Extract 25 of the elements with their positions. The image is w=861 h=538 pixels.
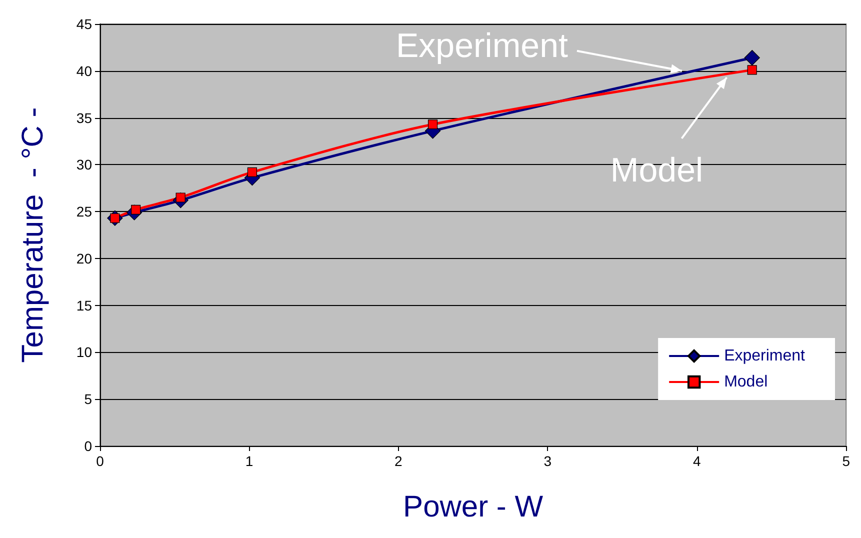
annotation: Experiment <box>396 26 568 65</box>
y-tick-label: 15 <box>76 297 92 314</box>
y-tick-label: 35 <box>76 110 92 126</box>
y-tick-label: 40 <box>76 62 92 79</box>
y-tick-label: 45 <box>76 16 92 32</box>
x-tick-label: 4 <box>692 453 701 469</box>
y-tick-label: 25 <box>76 204 92 220</box>
x-tick-label: 0 <box>96 453 104 469</box>
y-tick-label: 10 <box>76 344 92 360</box>
y-tick-label: 0 <box>84 438 92 454</box>
y-tick-label: 5 <box>84 391 92 408</box>
x-axis-title: Power - W <box>403 490 544 524</box>
y-tick-label: 30 <box>76 156 92 173</box>
point <box>744 50 760 66</box>
y-tick-label: 20 <box>76 250 92 266</box>
y-axis-title: Temperature - °C - <box>16 107 50 363</box>
point <box>747 65 757 75</box>
point <box>428 120 438 130</box>
point <box>247 167 258 177</box>
x-tick-label: 1 <box>245 453 254 469</box>
legend-label: Experiment <box>724 348 806 364</box>
x-tick-label: 5 <box>842 453 850 469</box>
x-tick-label: 3 <box>544 453 552 469</box>
x-tick-label: 2 <box>394 453 403 469</box>
legend-label: Model <box>724 374 768 390</box>
